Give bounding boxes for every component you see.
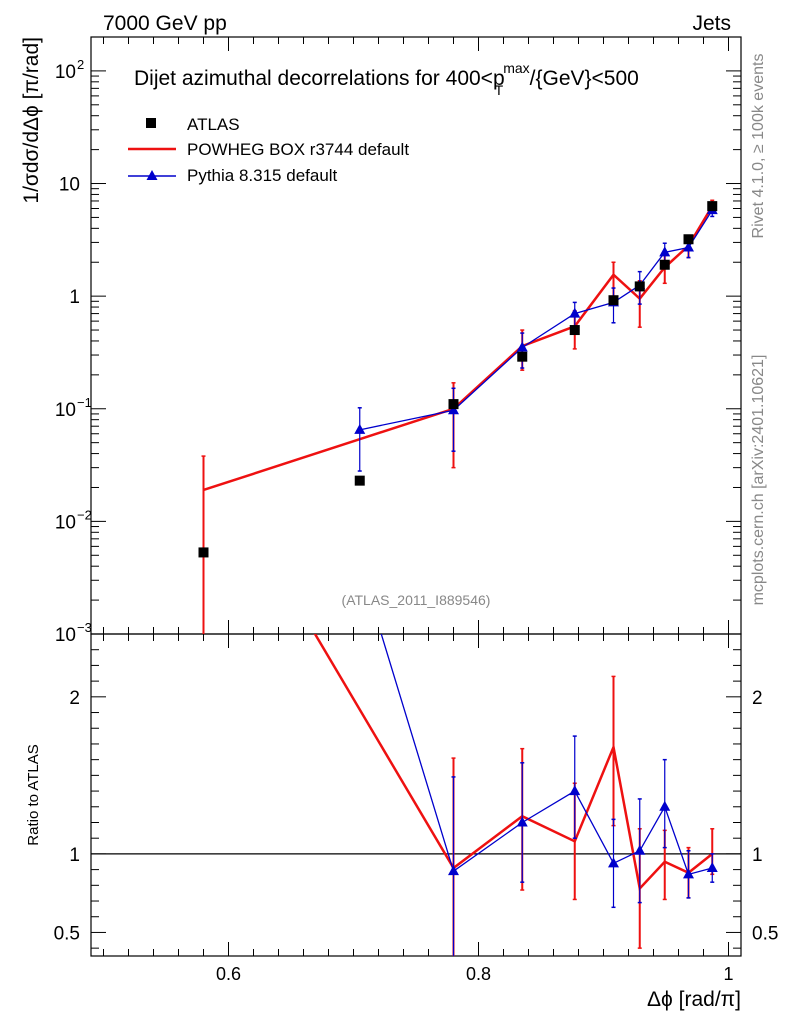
y-tick-label: 1 (69, 287, 80, 308)
legend-label-pythia: Pythia 8.315 default (187, 166, 338, 185)
ratio-plot-frame (90, 633, 742, 957)
legend: ATLAS POWHEG BOX r3744 default Pythia 8.… (128, 115, 409, 185)
pythia-marker (683, 241, 694, 252)
pythia-line (359, 209, 713, 431)
ratio-tick-label-right: 2 (752, 688, 763, 709)
chart-title-superscript: max (503, 60, 529, 76)
pythia-ratio-marker (634, 844, 646, 855)
powheg-ratio-line (313, 634, 714, 892)
x-tick-label: 1 (723, 964, 733, 984)
pythia-marker (516, 341, 528, 352)
pythia-ratio-marker (608, 857, 619, 868)
pythia-ratio-marker (683, 868, 694, 879)
atlas-data-point (683, 234, 694, 245)
ratio-tick-label-right: 0.5 (752, 923, 778, 944)
y-tick-label: 10 (55, 625, 76, 646)
pythia-ratio-marker (569, 785, 581, 796)
pythia-marker (354, 423, 366, 434)
pythia-marker (569, 307, 581, 318)
y-tick-exponent: −2 (77, 507, 92, 522)
atlas-data-point (517, 351, 528, 362)
ratio-tick-label: 2 (69, 688, 80, 709)
ratio-tick-label-right: 1 (752, 845, 763, 866)
y-tick-label: 10 (55, 62, 76, 83)
atlas-data-point (198, 547, 209, 558)
mcplots-label: mcplots.cern.ch [arXiv:2401.10621] (750, 355, 767, 606)
y-tick-exponent: 2 (77, 57, 84, 72)
legend-marker-pythia (146, 170, 158, 180)
pythia-marker (448, 404, 459, 415)
pythia-ratio-line (380, 634, 713, 876)
atlas-data-point (659, 259, 670, 270)
pythia-ratio-marker (659, 800, 671, 811)
y-tick-exponent: −1 (77, 395, 92, 410)
pythia-marker (659, 246, 671, 257)
atlas-data-point (569, 325, 580, 336)
energy-label: 7000 GeV pp (103, 12, 227, 35)
y-tick-label: 10 (55, 512, 76, 533)
y-axis-label: 1/σdσ/dΔϕ [π/rad] (20, 37, 43, 204)
atlas-data-point (354, 475, 365, 486)
chart-title: Dijet azimuthal decorrelations for 400<p… (134, 60, 639, 98)
ratio-tick-label: 1 (69, 845, 80, 866)
chart-title-subscript: T (495, 82, 504, 98)
y-tick-label: 10 (55, 400, 76, 421)
x-tick-label: 0.8 (466, 964, 491, 984)
atlas-data-point (634, 281, 645, 292)
atlas-data-point (707, 201, 718, 212)
jets-label: Jets (692, 12, 731, 35)
legend-label-atlas: ATLAS (187, 115, 240, 134)
ratio-tick-label: 0.5 (54, 923, 80, 944)
rivet-version-label: Rivet 4.1.0, ≥ 100k events (750, 54, 767, 239)
pythia-ratio-marker (448, 865, 459, 876)
atlas-data-point (448, 399, 459, 410)
analysis-label: (ATLAS_2011_I889546) (342, 592, 491, 608)
legend-label-powheg: POWHEG BOX r3744 default (187, 140, 409, 159)
pythia-ratio-marker (354, 557, 365, 567)
atlas-data-point (608, 295, 619, 306)
ratio-y-axis-label: Ratio to ATLAS (25, 744, 42, 845)
powheg-line (203, 205, 714, 492)
x-axis-label: Δϕ [rad/π] (647, 988, 741, 1011)
y-tick-exponent: −3 (77, 620, 92, 635)
pythia-ratio-marker (706, 862, 718, 873)
y-tick-label: 10 (59, 175, 80, 196)
pythia-ratio-marker (516, 816, 528, 827)
x-tick-label: 0.6 (216, 964, 241, 984)
legend-marker-atlas (146, 118, 156, 128)
